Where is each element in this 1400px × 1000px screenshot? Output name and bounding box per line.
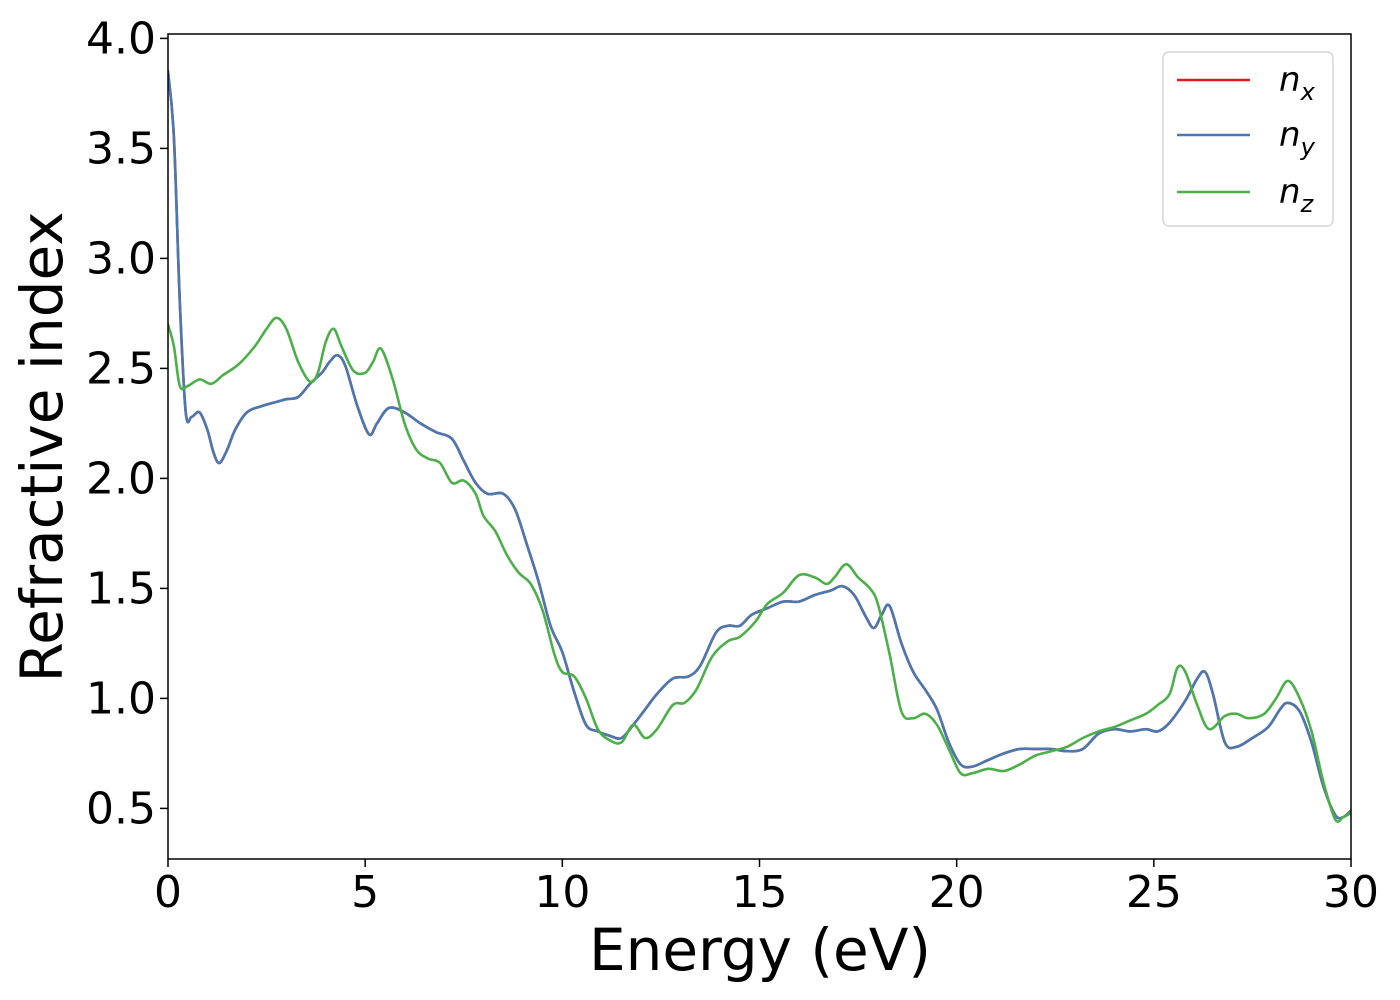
y-tick-label: 0.5: [86, 783, 156, 834]
y-axis-title: Refractive index: [8, 211, 76, 682]
y-tick-label: 2.0: [86, 453, 156, 504]
y-tick-label: 3.5: [86, 123, 156, 174]
y-tick-label: 2.5: [86, 343, 156, 394]
legend-item-n-y: ny: [1177, 115, 1316, 161]
legend-item-n-x: nx: [1177, 60, 1316, 106]
x-tick-label: 15: [732, 867, 788, 918]
legend-item-n-z: nz: [1177, 172, 1315, 218]
x-tick-label: 30: [1323, 867, 1379, 918]
legend-frame: [1162, 51, 1334, 227]
y-axis-ticks: 0.5 1.0 1.5 2.0 2.5 3.0 3.5 4.0: [86, 13, 168, 834]
series-line-n-y: [168, 70, 1351, 820]
x-tick-label: 0: [154, 867, 182, 918]
series-line-n-z: [168, 316, 1351, 823]
y-tick-label: 1.5: [86, 563, 156, 614]
y-tick-label: 3.0: [86, 233, 156, 284]
x-tick-label: 5: [351, 867, 379, 918]
x-axis-ticks: 0 5 10 15 20 25 30: [154, 859, 1379, 918]
series-layer: [168, 70, 1351, 823]
x-tick-label: 10: [534, 867, 590, 918]
y-tick-label: 4.0: [86, 13, 156, 64]
x-tick-label: 25: [1126, 867, 1182, 918]
x-axis-title: Energy (eV): [589, 916, 931, 984]
legend-label: nx: [1279, 60, 1316, 106]
legend-label: nz: [1279, 172, 1315, 218]
y-tick-label: 1.0: [86, 673, 156, 724]
x-tick-label: 20: [929, 867, 985, 918]
legend-label: ny: [1279, 115, 1316, 161]
legend: nx ny nz: [1162, 51, 1334, 227]
